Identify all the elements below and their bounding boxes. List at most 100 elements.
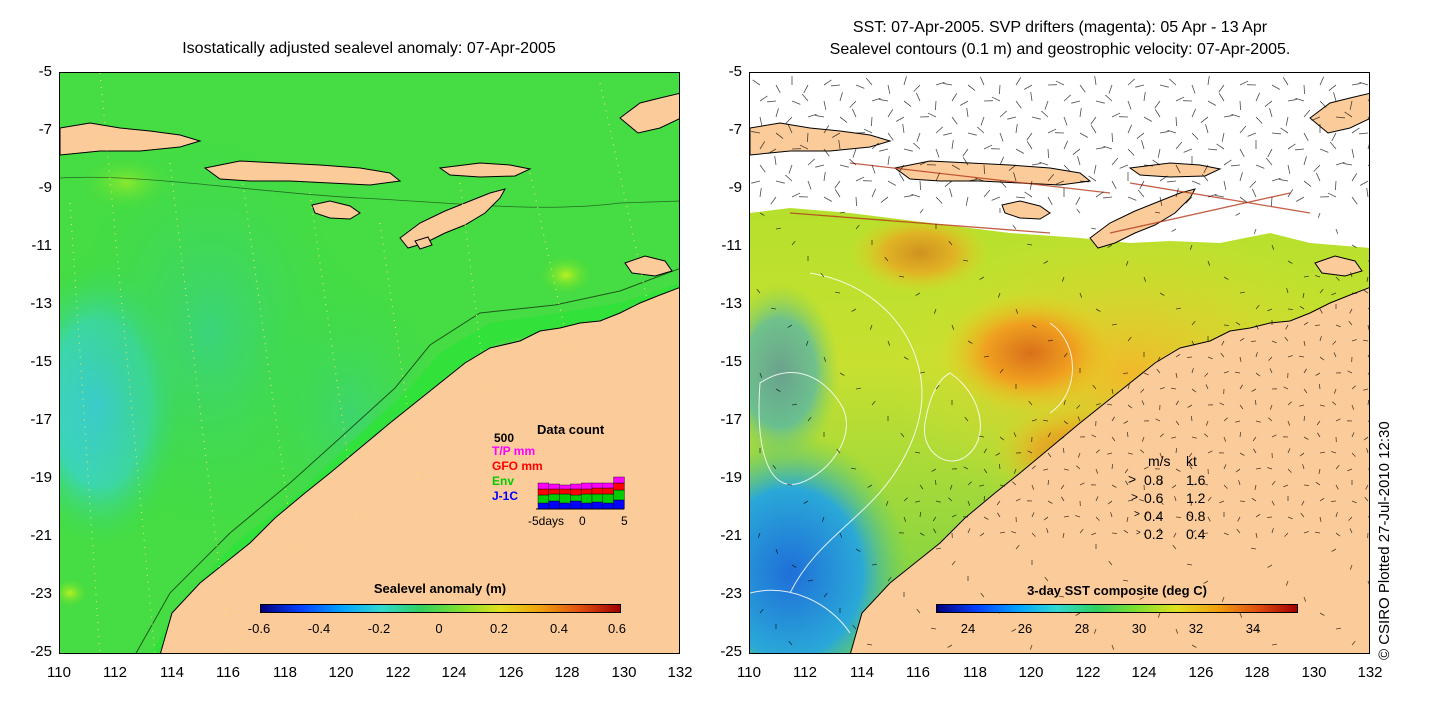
velocity-arrow (1207, 450, 1213, 454)
velocity-arrow (1031, 512, 1035, 518)
velocity-arrow (934, 479, 937, 486)
velocity-arrow (1204, 433, 1209, 438)
velocity-arrow (1031, 532, 1036, 537)
velocity-arrow (1271, 340, 1277, 344)
velocity-arrow (999, 110, 1007, 118)
velocity-arrow (1039, 161, 1049, 166)
tanimbar-island (619, 92, 679, 134)
aus-mainland-sst (850, 287, 1369, 653)
data-count-bar-segment (602, 482, 614, 489)
velocity-arrow (768, 148, 777, 154)
velocity-arrow (1303, 321, 1309, 326)
right-y-tick: -21 (720, 527, 742, 544)
velocity-arrow (1030, 92, 1033, 102)
velocity-arrow (1367, 516, 1369, 518)
velocity-arrow (871, 188, 877, 198)
velocity-arrow (1335, 484, 1339, 490)
velocity-arrow (1271, 434, 1277, 438)
velocity-arrow (1367, 372, 1369, 376)
sla-colorbar-tick: -0.2 (367, 621, 391, 636)
velocity-arrow (898, 164, 905, 173)
velocity-arrow (1031, 419, 1037, 422)
velocity-arrow (962, 157, 969, 166)
velocity-arrow (975, 177, 985, 182)
velocity-arrow (1125, 260, 1129, 266)
velocity-arrow (1205, 124, 1209, 134)
sla-high-anomaly-3 (60, 577, 90, 609)
velocity-arrow (839, 372, 845, 376)
velocity-arrow (919, 484, 924, 490)
data-count-x-start: -5days (528, 514, 565, 528)
velocity-arrow (1103, 145, 1113, 150)
velocity-arrow (1319, 76, 1325, 86)
velocity-arrow (775, 548, 779, 554)
velocity-arrow (803, 500, 809, 504)
velocity-arrow (1319, 288, 1324, 294)
velocity-arrow (999, 156, 1005, 166)
velocity-arrow (759, 188, 762, 198)
left-y-tick: -19 (30, 469, 52, 486)
velocity-arrow (1127, 452, 1133, 455)
velocity-arrow (1044, 576, 1049, 582)
velocity-arrow (823, 125, 830, 134)
left-x-tick: 112 (103, 664, 127, 681)
velocity-arrow (1351, 500, 1357, 504)
velocity-arrow (1367, 580, 1369, 585)
velocity-arrow (1027, 243, 1033, 246)
data-count-bar-segment (591, 482, 604, 489)
velocity-arrow (1271, 84, 1280, 90)
velocity-arrow (1237, 516, 1241, 522)
velocity-arrow (1311, 116, 1321, 121)
data-count-bar-segment (537, 494, 550, 504)
velocity-arrow (1239, 500, 1246, 502)
velocity-arrow (934, 100, 937, 111)
velocity-arrow (863, 128, 873, 134)
velocity-legend-arrow-icon: > (1134, 509, 1140, 520)
velocity-arrow (1139, 180, 1145, 190)
velocity-arrow (851, 467, 857, 470)
velocity-arrow (967, 179, 977, 182)
velocity-arrow (871, 164, 876, 174)
velocity-arrow (935, 81, 945, 86)
velocity-arrow (1265, 157, 1273, 166)
left-x-tick: 128 (554, 664, 580, 681)
right-y-tick: -5 (728, 63, 742, 80)
sst-hot-patch-2 (850, 213, 990, 293)
velocity-arrow (1284, 336, 1289, 342)
velocity-arrow (1327, 192, 1337, 198)
velocity-arrow (963, 259, 969, 262)
velocity-arrow (1187, 404, 1193, 408)
velocity-arrow (1235, 468, 1241, 473)
left-y-tick: -9 (38, 179, 52, 196)
velocity-arrow (1143, 532, 1147, 538)
data-count-bar-segment (559, 502, 571, 510)
velocity-arrow (852, 148, 857, 158)
velocity-arrow (1141, 400, 1145, 406)
velocity-arrow (1285, 324, 1289, 330)
sst-colorbar-tick: 28 (1074, 621, 1090, 636)
right-x-tick: 118 (963, 664, 987, 681)
velocity-arrow (1171, 228, 1177, 232)
velocity-arrow (1139, 499, 1145, 502)
right-x-tick: 124 (1131, 664, 1157, 681)
velocity-arrow (919, 180, 922, 191)
velocity-arrow (1271, 132, 1281, 135)
velocity-arrow (1155, 516, 1161, 520)
velocity-arrow (1091, 227, 1097, 230)
velocity-arrow (1013, 468, 1017, 474)
velocity-arrow (1351, 452, 1356, 457)
velocity-arrow (1318, 468, 1321, 474)
velocity-arrow (999, 368, 1004, 374)
velocity-arrow (1332, 401, 1337, 406)
velocity-arrow (1060, 484, 1065, 490)
velocity-arrow (801, 93, 809, 102)
velocity-arrow (1063, 94, 1071, 102)
velocity-arrow (1077, 452, 1081, 458)
velocity-arrow (787, 483, 793, 486)
velocity-arrow (931, 627, 937, 630)
velocity-arrow (1063, 420, 1069, 425)
right-x-tick: 132 (1357, 664, 1383, 681)
data-count-bar-segment (548, 483, 560, 490)
velocity-arrow (1095, 147, 1105, 150)
velocity-arrow (980, 116, 985, 126)
